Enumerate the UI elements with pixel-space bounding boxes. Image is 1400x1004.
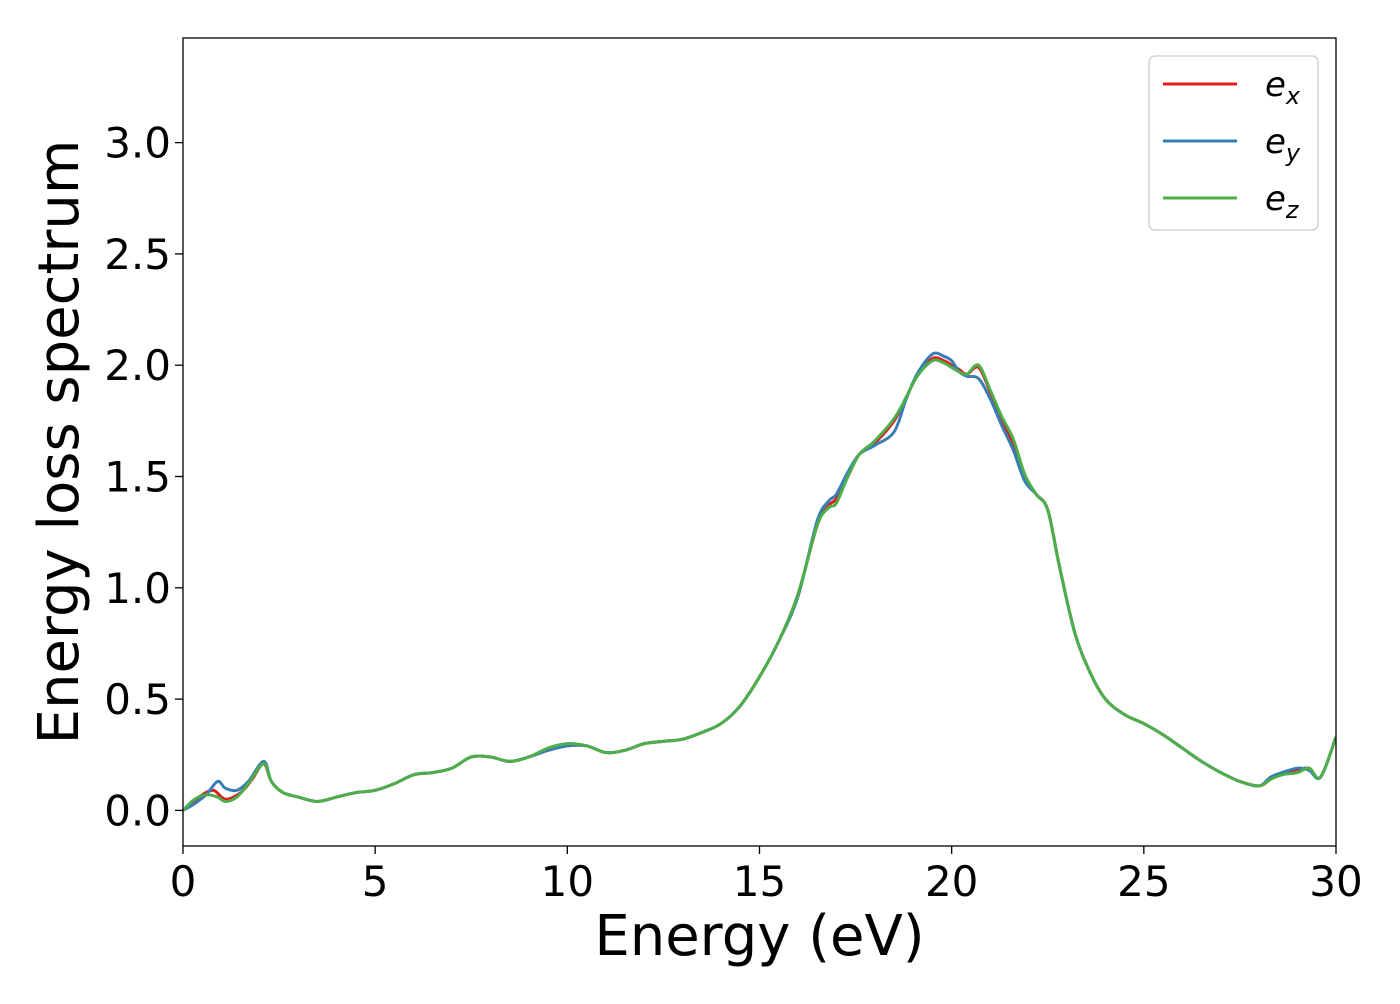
legend-label-y: ey <box>1265 122 1301 167</box>
y-tick-label: 0.0 <box>104 786 171 835</box>
y-tick-label: 1.0 <box>104 564 171 613</box>
series-layer <box>183 351 1336 812</box>
series-line-z <box>183 358 1336 812</box>
x-tick-label: 30 <box>1309 857 1362 906</box>
y-tick-label: 2.0 <box>104 341 171 390</box>
x-tick-label: 5 <box>362 857 389 906</box>
y-axis-ticks: 0.0 0.5 1.0 1.5 2.0 2.5 3.0 <box>104 119 183 835</box>
legend-box <box>1148 55 1319 231</box>
series-line-x <box>183 356 1336 812</box>
series-line-y <box>183 351 1336 812</box>
legend: ex ey ez <box>1148 55 1319 231</box>
x-tick-label: 20 <box>925 857 978 906</box>
x-tick-label: 10 <box>541 857 594 906</box>
y-tick-label: 2.5 <box>104 230 171 279</box>
x-tick-label: 0 <box>170 857 197 906</box>
x-axis-label: Energy (eV) <box>594 904 924 969</box>
y-axis-label: Energy loss spectrum <box>27 140 92 745</box>
y-tick-label: 0.5 <box>104 675 171 724</box>
x-tick-label: 15 <box>733 857 786 906</box>
legend-label-x: ex <box>1265 65 1301 110</box>
x-tick-label: 25 <box>1117 857 1170 906</box>
y-tick-label: 1.5 <box>104 453 171 502</box>
legend-label-z: ez <box>1265 179 1300 224</box>
y-tick-label: 3.0 <box>104 119 171 168</box>
x-axis-ticks: 0 5 10 15 20 25 30 <box>170 846 1363 906</box>
